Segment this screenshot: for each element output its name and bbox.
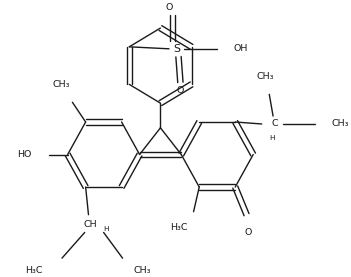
Text: H₃C: H₃C [26,265,43,275]
Text: OH: OH [233,44,248,53]
Text: HO: HO [17,150,32,159]
Text: C: C [272,119,278,129]
Text: O: O [165,3,173,12]
Text: CH₃: CH₃ [134,265,151,275]
Text: CH₃: CH₃ [52,80,70,89]
Text: O: O [245,228,252,237]
Text: H₃C: H₃C [170,223,187,232]
Text: CH: CH [84,220,97,229]
Text: H: H [269,135,275,141]
Text: CH₃: CH₃ [332,119,349,129]
Text: CH₃: CH₃ [257,72,274,81]
Text: S: S [173,44,180,54]
Text: O: O [177,86,184,95]
Text: H: H [104,227,109,232]
